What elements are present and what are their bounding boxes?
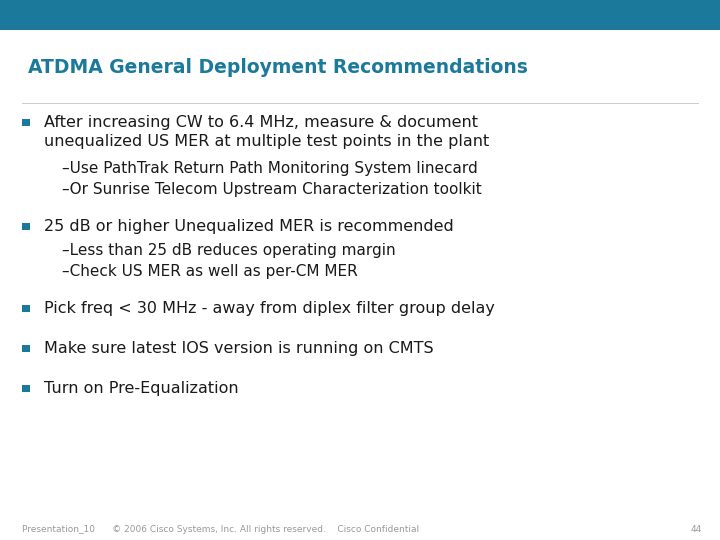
Text: –Less than 25 dB reduces operating margin: –Less than 25 dB reduces operating margi… bbox=[62, 243, 395, 258]
Text: Presentation_10      © 2006 Cisco Systems, Inc. All rights reserved.    Cisco Co: Presentation_10 © 2006 Cisco Systems, In… bbox=[22, 525, 419, 534]
Text: –Or Sunrise Telecom Upstream Characterization toolkit: –Or Sunrise Telecom Upstream Characteriz… bbox=[62, 182, 482, 197]
Text: ATDMA General Deployment Recommendations: ATDMA General Deployment Recommendations bbox=[28, 58, 528, 77]
Text: 44: 44 bbox=[690, 525, 702, 534]
Text: 25 dB or higher Unequalized MER is recommended: 25 dB or higher Unequalized MER is recom… bbox=[44, 219, 454, 234]
Text: –Use PathTrak Return Path Monitoring System linecard: –Use PathTrak Return Path Monitoring Sys… bbox=[62, 161, 478, 176]
Text: Turn on Pre-Equalization: Turn on Pre-Equalization bbox=[44, 381, 238, 396]
Bar bbox=[22, 385, 30, 392]
Text: After increasing CW to 6.4 MHz, measure & document
unequalized US MER at multipl: After increasing CW to 6.4 MHz, measure … bbox=[44, 115, 490, 149]
Bar bbox=[22, 223, 30, 230]
Bar bbox=[22, 119, 30, 126]
Bar bbox=[0, 0, 720, 30]
Bar bbox=[22, 345, 30, 352]
Text: Make sure latest IOS version is running on CMTS: Make sure latest IOS version is running … bbox=[44, 341, 433, 356]
Text: –Check US MER as well as per-CM MER: –Check US MER as well as per-CM MER bbox=[62, 264, 358, 279]
Bar bbox=[22, 305, 30, 312]
Text: Pick freq < 30 MHz - away from diplex filter group delay: Pick freq < 30 MHz - away from diplex fi… bbox=[44, 301, 495, 316]
